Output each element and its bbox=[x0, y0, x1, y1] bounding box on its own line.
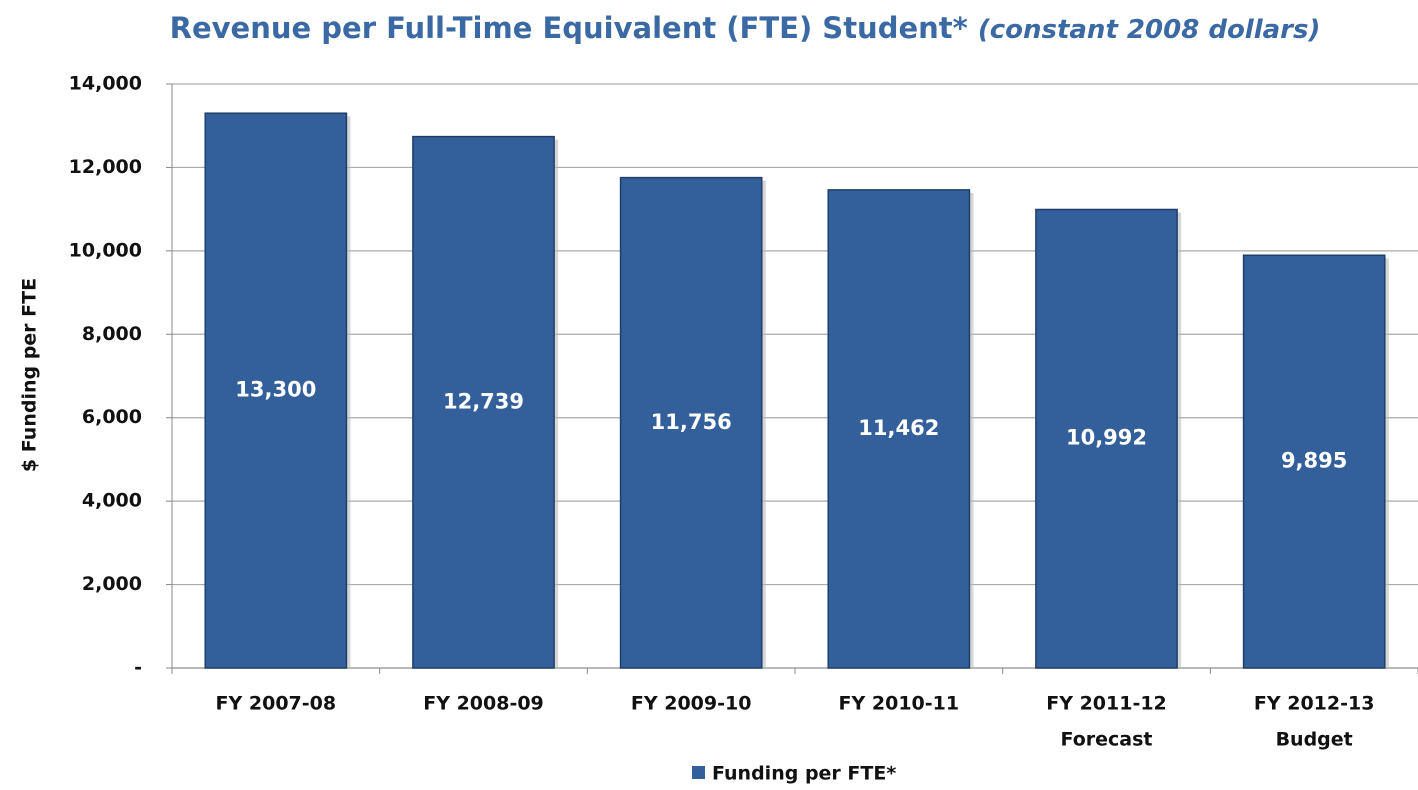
x-tick-label: FY 2010-11 bbox=[839, 693, 960, 715]
x-tick-label: Forecast bbox=[1061, 729, 1153, 751]
y-tick-label: 8,000 bbox=[82, 323, 142, 345]
value-label: 12,739 bbox=[443, 389, 524, 413]
y-tick-label: 10,000 bbox=[69, 239, 142, 261]
bar bbox=[412, 135, 555, 669]
x-tick-label: Budget bbox=[1276, 729, 1353, 751]
legend-label: Funding per FTE* bbox=[712, 763, 896, 785]
y-axis-label: $ Funding per FTE bbox=[19, 278, 41, 472]
x-tick-label: FY 2011-12 bbox=[1046, 693, 1167, 715]
value-label: 11,756 bbox=[651, 410, 732, 434]
chart-title-group: Revenue per Full-Time Equivalent (FTE) S… bbox=[170, 11, 1321, 45]
x-tick-label: FY 2009-10 bbox=[631, 693, 752, 715]
value-label: 11,462 bbox=[858, 416, 939, 440]
value-label: 10,992 bbox=[1066, 426, 1147, 450]
bar bbox=[827, 189, 971, 669]
value-label: 9,895 bbox=[1281, 449, 1347, 473]
bar bbox=[1035, 208, 1178, 669]
x-tick-label: FY 2007-08 bbox=[216, 693, 337, 715]
y-tick-label: 6,000 bbox=[82, 406, 142, 428]
x-tick-label: FY 2012-13 bbox=[1254, 693, 1375, 715]
chart-title: Revenue per Full-Time Equivalent (FTE) S… bbox=[170, 11, 968, 45]
bar bbox=[619, 176, 763, 669]
bar bbox=[204, 112, 348, 669]
y-tick-label: 4,000 bbox=[82, 490, 142, 512]
legend-swatch bbox=[692, 766, 705, 779]
y-tick-label: 14,000 bbox=[69, 73, 142, 95]
y-tick-label: 2,000 bbox=[82, 573, 142, 595]
bar bbox=[1242, 254, 1386, 669]
y-tick-label: 12,000 bbox=[69, 156, 142, 178]
x-tick-label: FY 2008-09 bbox=[423, 693, 544, 715]
y-tick-label: - bbox=[134, 657, 142, 679]
chart-subtitle: (constant 2008 dollars) bbox=[978, 15, 1321, 45]
value-label: 13,300 bbox=[235, 378, 316, 402]
